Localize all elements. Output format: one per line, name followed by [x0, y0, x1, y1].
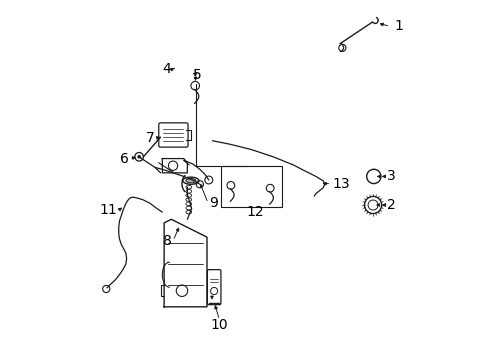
Text: 8: 8	[163, 234, 172, 248]
Text: 2: 2	[386, 198, 395, 212]
Text: 4: 4	[162, 62, 171, 76]
Text: 10: 10	[210, 318, 228, 332]
Text: 3: 3	[386, 170, 395, 184]
Ellipse shape	[185, 179, 196, 183]
Bar	[221, 166, 282, 207]
Text: 12: 12	[246, 205, 264, 219]
Text: 7: 7	[145, 131, 154, 145]
Text: 5: 5	[192, 68, 201, 82]
Text: 13: 13	[331, 176, 349, 190]
Text: 6: 6	[119, 152, 128, 166]
Text: 1: 1	[394, 19, 403, 33]
Circle shape	[137, 155, 141, 158]
Text: 11: 11	[100, 203, 118, 217]
Text: 9: 9	[208, 196, 217, 210]
